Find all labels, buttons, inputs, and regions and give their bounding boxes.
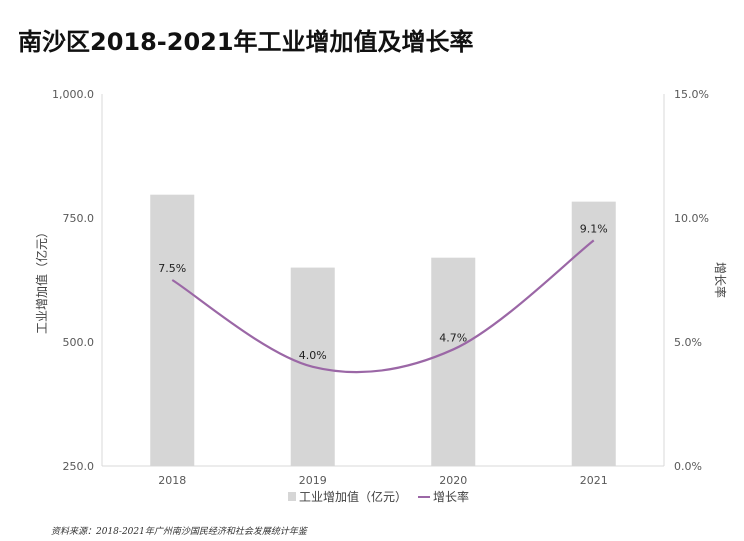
data-label-2020: 4.7% [439,331,467,344]
source-note: 资料来源：2018-2021年广州南沙国民经济和社会发展统计年鉴 [51,527,307,537]
bar-2021 [571,201,616,466]
data-label-2018: 7.5% [158,262,186,275]
bar-2018 [150,194,195,467]
y-tick-label: 1,000.0 [52,88,94,101]
y-tick-label: 750.0 [63,212,95,225]
growth-rate-line [171,239,595,374]
y2-tick-label: 15.0% [674,88,709,101]
chart-title: 南沙区2018-2021年工业增加值及增长率 [18,28,474,56]
y-tick-label: 500.0 [63,336,95,349]
y-tick-label: 250.0 [63,460,95,473]
x-tick-label: 2019 [299,474,327,487]
y2-axis-title: 增长率 [713,262,728,298]
legend-bar-label: 工业增加值（亿元） [299,489,407,504]
x-tick-label: 2020 [439,474,467,487]
x-tick-label: 2018 [158,474,186,487]
bar-2020 [431,257,476,466]
data-label-2021: 9.1% [580,222,608,235]
legend: 工业增加值（亿元） 增长率 [288,489,469,504]
legend-line-label: 增长率 [433,489,469,504]
data-label-2019: 4.0% [299,349,327,362]
x-tick-label: 2021 [580,474,608,487]
y2-tick-label: 5.0% [674,336,702,349]
legend-bar-swatch [288,492,296,501]
y2-tick-label: 0.0% [674,460,702,473]
y2-tick-label: 10.0% [674,212,709,225]
y-axis-title: 工业增加值（亿元） [34,226,49,334]
